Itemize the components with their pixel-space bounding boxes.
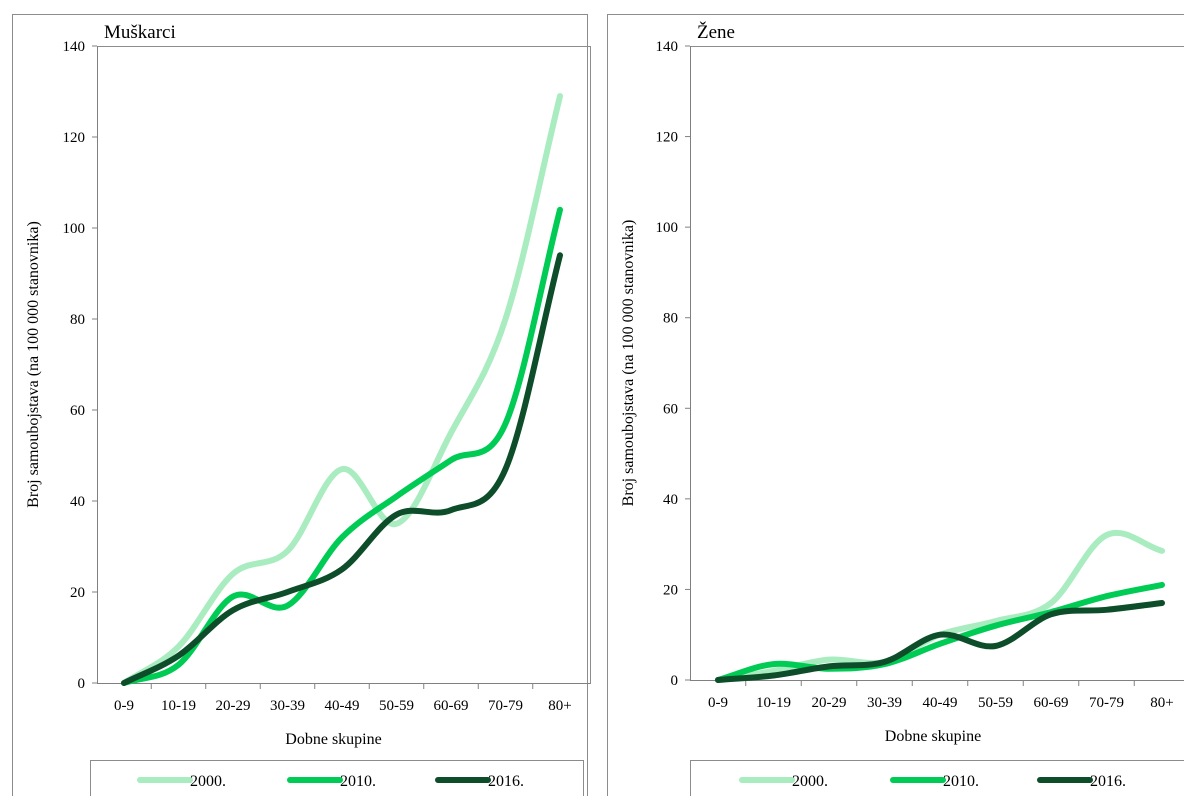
- y-tick-label: 20: [663, 582, 678, 598]
- chart-title: Muškarci: [104, 22, 176, 43]
- x-tick-label: 40-49: [325, 698, 360, 714]
- panel-frame: [12, 14, 588, 796]
- chart-panel-women: 0 20 40 60 80 100 120 140 0-9 10-19 20-29 30-39 40-4…: [607, 14, 1184, 796]
- legend-label: 2010.: [943, 773, 979, 790]
- panel-frame: [607, 14, 1184, 796]
- x-axis-label: Dobne skupine: [285, 731, 381, 748]
- x-tick-label: 20-29: [812, 695, 847, 711]
- x-tick-label: 10-19: [756, 695, 791, 711]
- y-tick-label: 120: [63, 130, 86, 146]
- x-tick-label: 30-39: [867, 695, 902, 711]
- y-tick-label: 0: [671, 673, 679, 689]
- y-tick-label: 100: [656, 220, 679, 236]
- x-tick-label: 70-79: [1089, 695, 1124, 711]
- y-tick-label: 120: [656, 130, 679, 146]
- x-tick-label: 70-79: [488, 698, 523, 714]
- legend-label: 2000.: [792, 773, 828, 790]
- x-tick-label: 10-19: [161, 698, 196, 714]
- series-line-2000: [121, 93, 563, 686]
- x-tick-label: 20-29: [216, 698, 251, 714]
- y-tick-label: 140: [63, 39, 86, 55]
- y-axis-label: Broj samoubojstava (na 100 000 stanovnik…: [25, 221, 42, 508]
- chart-panel-men: 0 20 40 60 80 100 120 140 0-9 10-19 20-29 30-39 40-4…: [12, 14, 591, 796]
- series-line-2010: [121, 206, 563, 686]
- y-tick-label: 0: [78, 676, 86, 692]
- series-line-2000: [715, 529, 1165, 683]
- legend-label: 2000.: [190, 773, 226, 790]
- x-tick-label: 0-9: [708, 695, 728, 711]
- x-tick-label: 60-69: [1034, 695, 1069, 711]
- series-line-2010: [715, 581, 1165, 683]
- y-tick-label: 40: [70, 494, 85, 510]
- legend-label: 2016.: [1090, 773, 1126, 790]
- y-tick-label: 60: [663, 401, 678, 417]
- legend-label: 2016.: [488, 773, 524, 790]
- y-tick-label: 60: [70, 403, 85, 419]
- y-tick-label: 40: [663, 492, 678, 508]
- y-axis-label: Broj samoubojstava (na 100 000 stanovnik…: [620, 220, 637, 507]
- legend-label: 2010.: [340, 773, 376, 790]
- x-tick-label: 50-59: [379, 698, 414, 714]
- y-tick-label: 140: [656, 39, 679, 55]
- x-tick-label: 80+: [548, 698, 571, 714]
- x-tick-label: 50-59: [978, 695, 1013, 711]
- y-tick-label: 80: [70, 312, 85, 328]
- y-tick-label: 100: [63, 221, 86, 237]
- y-tick-label: 20: [70, 585, 85, 601]
- y-tick-label: 80: [663, 311, 678, 327]
- x-tick-label: 80+: [1150, 695, 1173, 711]
- x-tick-label: 0-9: [114, 698, 134, 714]
- series-line-2016: [715, 600, 1165, 683]
- plot-area-frame: [97, 46, 591, 684]
- plot-area-frame: [690, 46, 1184, 681]
- x-tick-label: 60-69: [434, 698, 469, 714]
- chart-title: Žene: [697, 21, 735, 43]
- x-tick-label: 40-49: [923, 695, 958, 711]
- x-tick-label: 30-39: [270, 698, 305, 714]
- series-line-2016: [121, 252, 563, 686]
- x-axis-label: Dobne skupine: [885, 728, 981, 745]
